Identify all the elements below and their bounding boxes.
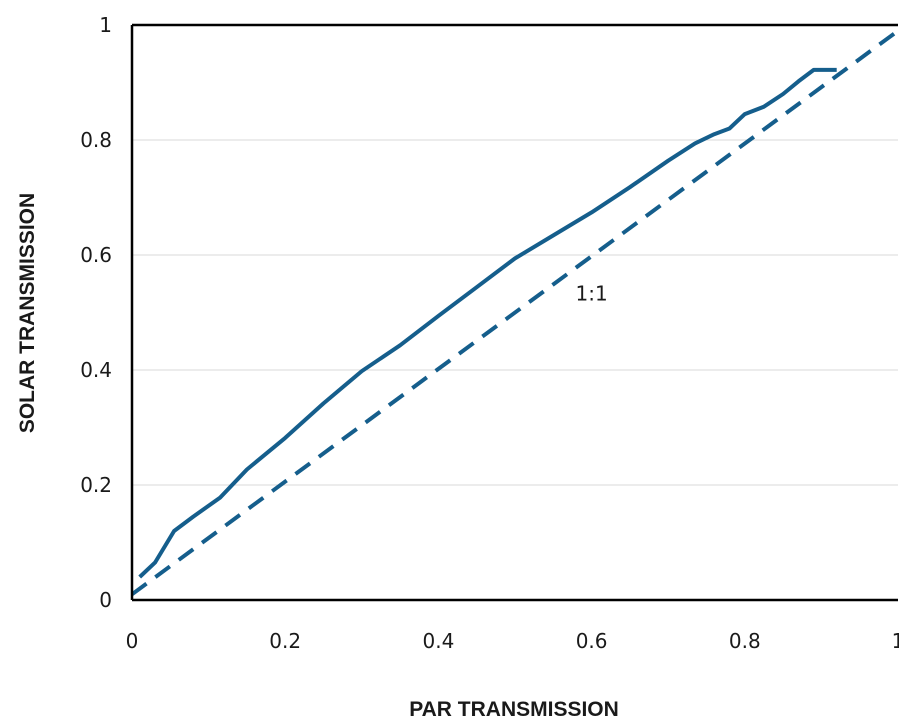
y-tick-label: 0.4	[80, 358, 112, 382]
x-tick-label: 0.6	[576, 629, 608, 653]
x-tick-label: 0.8	[729, 629, 761, 653]
x-tick-label: 0	[126, 629, 139, 653]
series-line	[138, 67, 837, 579]
y-tick-label: 0	[99, 588, 112, 612]
series-layer	[130, 29, 899, 596]
annotation-label: 1:1	[576, 282, 608, 306]
y-axis-title: SOLAR TRANSMISSION	[16, 193, 39, 433]
y-tick-label: 0.6	[80, 243, 112, 267]
y-tick-labels: 0 0.2 0.4 0.6 0.8 1	[80, 13, 112, 612]
y-tick-label: 0.8	[80, 128, 112, 152]
series-line-1to1	[130, 29, 899, 596]
y-tick-label: 1	[99, 13, 112, 37]
axes	[130, 23, 898, 602]
annotations: 1:1	[576, 282, 608, 306]
x-tick-label: 1	[892, 629, 899, 653]
x-tick-label: 0.2	[269, 629, 301, 653]
x-tick-labels: 0 0.2 0.4 0.6 0.8 1	[126, 629, 899, 653]
x-tick-label: 0.4	[422, 629, 454, 653]
x-axis-title: PAR TRANSMISSION	[409, 698, 619, 721]
y-tick-label: 0.2	[80, 473, 112, 497]
